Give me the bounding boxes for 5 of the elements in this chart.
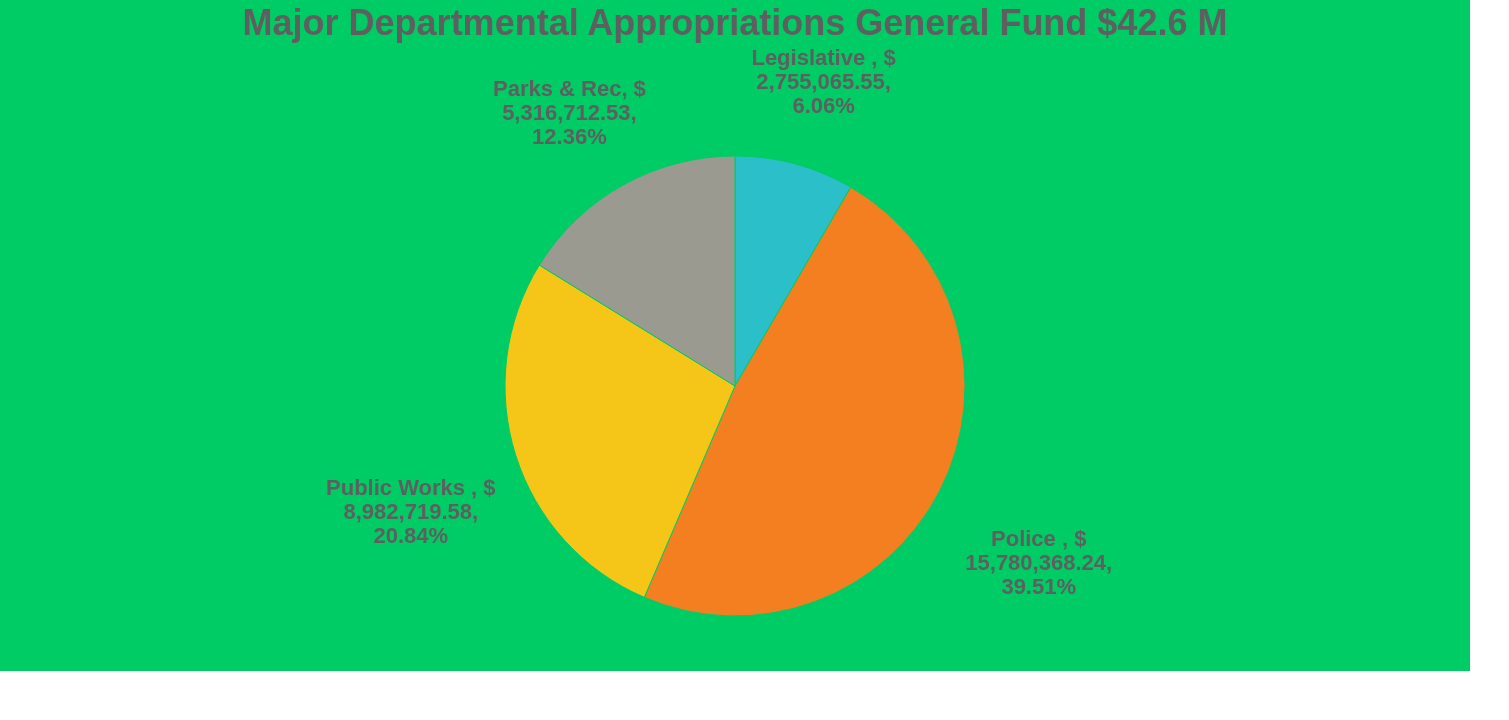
slice-label: Public Works , $ 8,982,719.58, 20.84%: [326, 475, 496, 549]
slice-label: Police , $ 15,780,368.24, 39.51%: [965, 525, 1113, 599]
slice-label: Legislative , $ 2,755,065.55, 6.06%: [751, 44, 896, 118]
chart-title: Major Departmental Appropriations General Fund $42.6 M: [242, 1, 1228, 43]
slice-label: Parks & Rec, $ 5,316,712.53, 12.36%: [492, 76, 646, 150]
